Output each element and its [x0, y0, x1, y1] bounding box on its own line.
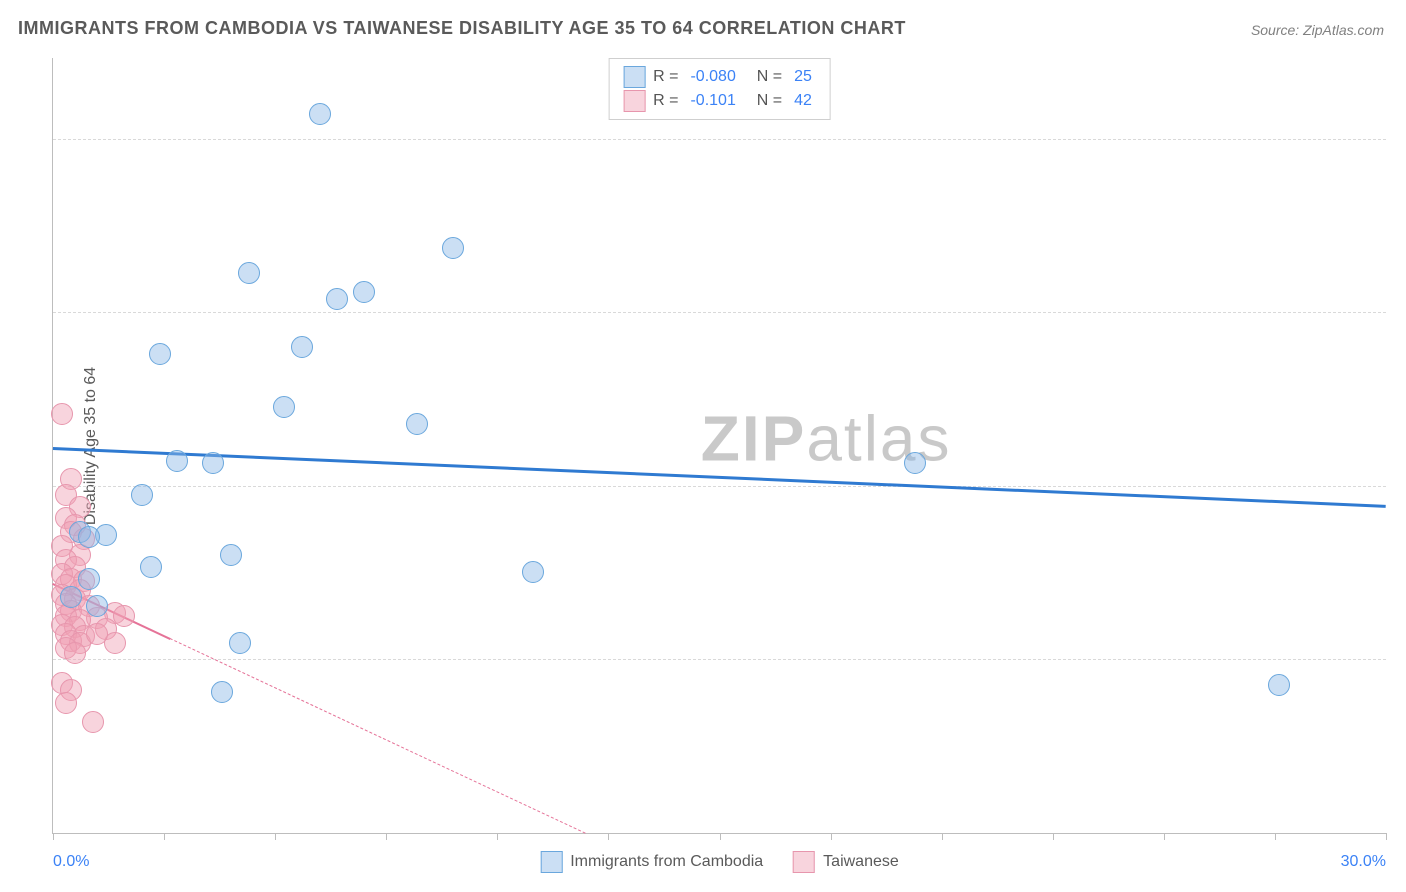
- x-axis-label: 30.0%: [1341, 853, 1386, 871]
- x-tick: [1275, 833, 1276, 840]
- data-point: [78, 526, 100, 548]
- data-point: [309, 103, 331, 125]
- x-axis-label: 0.0%: [53, 853, 89, 871]
- legend-row-taiwanese: R = -0.101 N = 42: [623, 89, 816, 113]
- data-point: [131, 484, 153, 506]
- data-point: [60, 586, 82, 608]
- swatch-taiwanese: [793, 851, 815, 873]
- legend-n-label: N =: [748, 89, 782, 113]
- data-point: [211, 681, 233, 703]
- x-tick: [497, 833, 498, 840]
- legend-item-taiwanese: Taiwanese: [793, 851, 899, 873]
- correlation-legend: R = -0.080 N = 25 R = -0.101 N = 42: [608, 58, 831, 120]
- legend-n-label: N =: [748, 65, 782, 89]
- legend-r-value-taiwanese: -0.101: [686, 89, 739, 113]
- x-tick: [53, 833, 54, 840]
- legend-n-value-taiwanese: 42: [790, 89, 816, 113]
- x-tick: [1053, 833, 1054, 840]
- chart-title: IMMIGRANTS FROM CAMBODIA VS TAIWANESE DI…: [18, 18, 906, 39]
- gridline: [53, 659, 1386, 660]
- data-point: [406, 413, 428, 435]
- gridline: [53, 486, 1386, 487]
- x-tick: [386, 833, 387, 840]
- data-point: [326, 288, 348, 310]
- series-legend: Immigrants from Cambodia Taiwanese: [540, 851, 899, 873]
- x-tick: [720, 833, 721, 840]
- data-point: [238, 262, 260, 284]
- data-point: [522, 561, 544, 583]
- data-point: [55, 692, 77, 714]
- legend-item-cambodia: Immigrants from Cambodia: [540, 851, 763, 873]
- swatch-cambodia: [540, 851, 562, 873]
- swatch-taiwanese: [623, 90, 645, 112]
- data-point: [220, 544, 242, 566]
- watermark-light: atlas: [806, 402, 951, 474]
- scatter-plot: R = -0.080 N = 25 R = -0.101 N = 42 ZIPa…: [52, 58, 1386, 834]
- data-point: [353, 281, 375, 303]
- x-tick: [831, 833, 832, 840]
- source-label: Source: ZipAtlas.com: [1251, 22, 1384, 38]
- data-point: [229, 632, 251, 654]
- data-point: [202, 452, 224, 474]
- x-tick: [942, 833, 943, 840]
- data-point: [64, 642, 86, 664]
- watermark-bold: ZIP: [701, 402, 807, 474]
- gridline: [53, 139, 1386, 140]
- trendline: [170, 638, 586, 834]
- data-point: [291, 336, 313, 358]
- data-point: [82, 711, 104, 733]
- legend-n-value-cambodia: 25: [790, 65, 816, 89]
- y-tick-label: 22.5%: [1396, 303, 1406, 321]
- legend-r-value-cambodia: -0.080: [686, 65, 739, 89]
- data-point: [86, 595, 108, 617]
- data-point: [166, 450, 188, 472]
- data-point: [904, 452, 926, 474]
- data-point: [140, 556, 162, 578]
- legend-label-taiwanese: Taiwanese: [823, 853, 899, 871]
- x-tick: [608, 833, 609, 840]
- x-tick: [1164, 833, 1165, 840]
- legend-r-label: R =: [653, 65, 678, 89]
- x-tick: [275, 833, 276, 840]
- x-tick: [1386, 833, 1387, 840]
- data-point: [78, 568, 100, 590]
- trendline: [53, 447, 1386, 508]
- legend-r-label: R =: [653, 89, 678, 113]
- data-point: [51, 403, 73, 425]
- legend-row-cambodia: R = -0.080 N = 25: [623, 65, 816, 89]
- x-tick: [164, 833, 165, 840]
- gridline: [53, 312, 1386, 313]
- data-point: [1268, 674, 1290, 696]
- data-point: [442, 237, 464, 259]
- swatch-cambodia: [623, 66, 645, 88]
- data-point: [86, 623, 108, 645]
- data-point: [273, 396, 295, 418]
- y-tick-label: 30.0%: [1396, 130, 1406, 148]
- data-point: [113, 605, 135, 627]
- y-tick-label: 7.5%: [1396, 650, 1406, 668]
- data-point: [149, 343, 171, 365]
- legend-label-cambodia: Immigrants from Cambodia: [570, 853, 763, 871]
- y-tick-label: 15.0%: [1396, 477, 1406, 495]
